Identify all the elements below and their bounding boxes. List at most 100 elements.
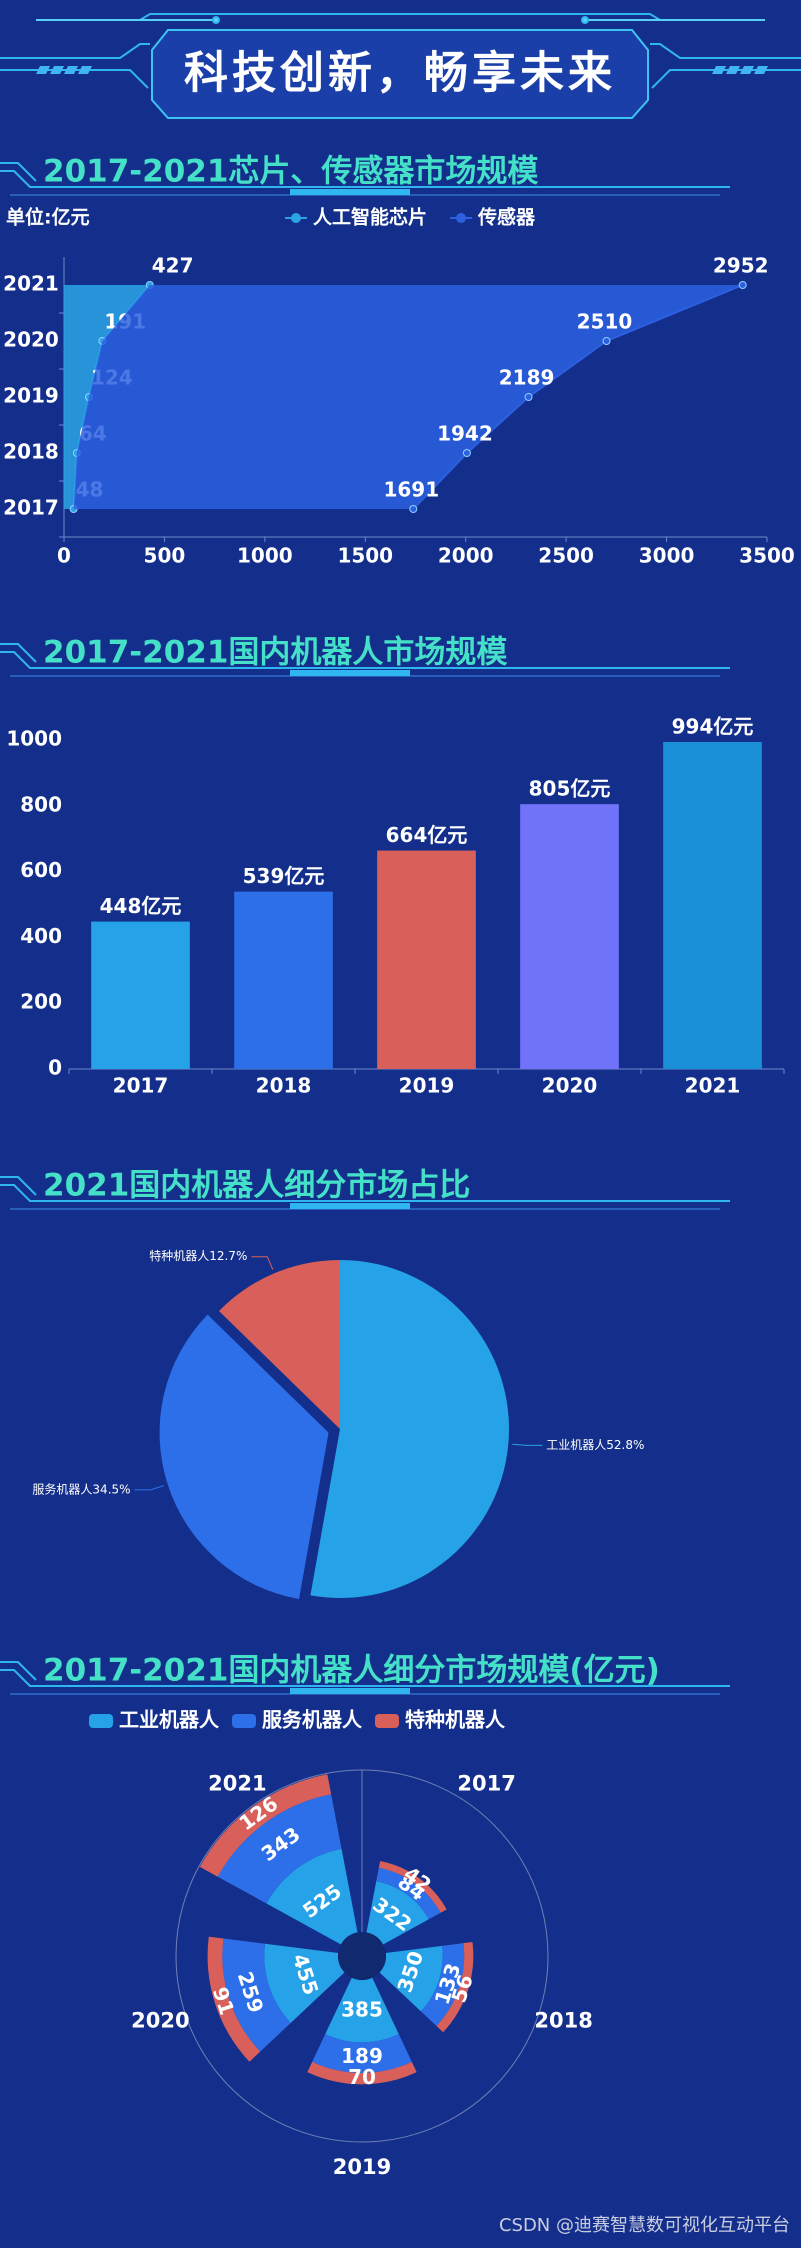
segment-label: 189 — [341, 2044, 383, 2068]
section-title-decoration — [0, 162, 730, 196]
angle-label: 2020 — [131, 2009, 189, 2033]
area-fill — [73, 285, 743, 509]
data-point — [524, 393, 533, 401]
header-dot — [212, 16, 220, 24]
legend-symbol — [89, 1714, 113, 1728]
x-tick-label: 1000 — [237, 544, 293, 568]
data-point — [462, 449, 471, 457]
polar-bar-segment — [217, 1794, 342, 1904]
legend-symbol — [291, 213, 301, 223]
x-tick-label: 2019 — [399, 1074, 455, 1098]
header-stripes — [36, 66, 768, 74]
legend-label: 特种机器人 — [405, 1708, 506, 1732]
polar-bar-segment — [222, 1938, 291, 2052]
pie-label: 服务机器人34.5% — [32, 1481, 130, 1496]
pie-label: 特种机器人12.7% — [149, 1248, 247, 1263]
deco-bar — [290, 670, 410, 676]
bar-value-label: 539亿元 — [243, 864, 325, 888]
section-title: 2017-2021国内机器人细分市场规模(亿元) — [43, 1653, 660, 1689]
pie-label: 工业机器人52.8% — [546, 1438, 644, 1452]
footer-text: CSDN @迪赛智慧数可视化互动平台 — [499, 2215, 790, 2236]
data-label: 2952 — [713, 254, 769, 278]
bar — [520, 804, 619, 1069]
x-tick-label: 0 — [57, 544, 71, 568]
y-tick-label: 200 — [20, 990, 62, 1014]
legend-symbol — [456, 213, 466, 223]
y-tick-label: 1000 — [6, 727, 62, 751]
x-tick-label: 3000 — [639, 544, 695, 568]
x-tick-label: 2021 — [685, 1074, 741, 1098]
polar-bar-segment — [376, 1867, 441, 1920]
polar-bar-segment — [366, 1881, 429, 1945]
header-line — [139, 13, 661, 21]
data-point — [602, 337, 611, 345]
pie-slice — [310, 1260, 510, 1598]
data-label: 427 — [152, 254, 194, 278]
y-tick-label: 2020 — [3, 328, 59, 352]
deco-line — [0, 651, 730, 669]
y-tick-label: 2021 — [3, 272, 59, 296]
x-tick-label: 1500 — [337, 544, 393, 568]
y-tick-label: 0 — [48, 1056, 62, 1080]
legend-label: 人工智能芯片 — [313, 206, 427, 229]
x-tick-label: 3500 — [739, 544, 795, 568]
deco-bar — [290, 1203, 410, 1209]
deco-line — [0, 1176, 37, 1196]
area-fill — [64, 285, 150, 509]
x-tick-label: 2017 — [113, 1074, 169, 1098]
pie-slice — [219, 1260, 340, 1429]
polar-bar-segment — [199, 1774, 332, 1877]
deco-line — [0, 1661, 37, 1681]
bar — [234, 891, 333, 1069]
angle-label: 2018 — [534, 2009, 592, 2033]
section-title: 2017-2021芯片、传感器市场规模 — [43, 154, 538, 190]
header-line — [650, 43, 801, 59]
y-tick-label: 2017 — [3, 496, 59, 520]
bar-value-label: 805亿元 — [529, 777, 611, 801]
angle-label: 2019 — [333, 2155, 391, 2179]
polar-hole — [338, 1932, 386, 1980]
section-title: 2021国内机器人细分市场占比 — [43, 1168, 470, 1204]
deco-bar — [290, 1688, 410, 1694]
polar-bar-segment — [436, 1942, 474, 2033]
unit-label: 单位:亿元 — [6, 206, 90, 229]
x-tick-label: 2000 — [438, 544, 494, 568]
segment-label: 385 — [341, 1998, 383, 2022]
polar-bar-segment — [266, 1848, 358, 1945]
section-title: 2017-2021国内机器人市场规模 — [43, 635, 507, 671]
polar-bar-segment — [325, 1977, 399, 2043]
polar-bar-segment — [378, 1861, 447, 1913]
legend-symbol — [375, 1714, 399, 1728]
y-tick-label: 2019 — [3, 384, 59, 408]
y-tick-label: 2018 — [3, 440, 59, 464]
data-label: 1942 — [437, 422, 493, 446]
bar — [377, 850, 476, 1069]
bar — [91, 921, 190, 1069]
y-tick-label: 600 — [20, 858, 62, 882]
angle-label: 2021 — [208, 1771, 266, 1795]
bar-value-label: 664亿元 — [386, 823, 468, 847]
x-tick-label: 2020 — [542, 1074, 598, 1098]
page-title: 科技创新，畅享未来 — [184, 48, 616, 99]
polar-bar-segment — [264, 1943, 345, 2023]
deco-line — [0, 162, 37, 182]
deco-line — [0, 643, 37, 663]
x-tick-label: 2018 — [256, 1074, 312, 1098]
bar-value-label: 448亿元 — [100, 894, 182, 918]
data-label: 2189 — [499, 366, 555, 390]
polar-bar-segment — [207, 1936, 261, 2062]
legend-label: 服务机器人 — [262, 1708, 363, 1732]
segment-label: 70 — [348, 2065, 376, 2089]
header-box — [151, 29, 649, 119]
header-dot — [581, 16, 589, 24]
legend-symbol — [232, 1714, 256, 1728]
polar-bar-segment — [379, 1945, 443, 2012]
deco-line — [0, 1669, 730, 1687]
section-title-decoration — [0, 1176, 730, 1210]
deco-line — [0, 170, 730, 188]
label-leader — [134, 1485, 165, 1491]
label-leader — [512, 1443, 543, 1446]
data-point — [409, 505, 418, 513]
